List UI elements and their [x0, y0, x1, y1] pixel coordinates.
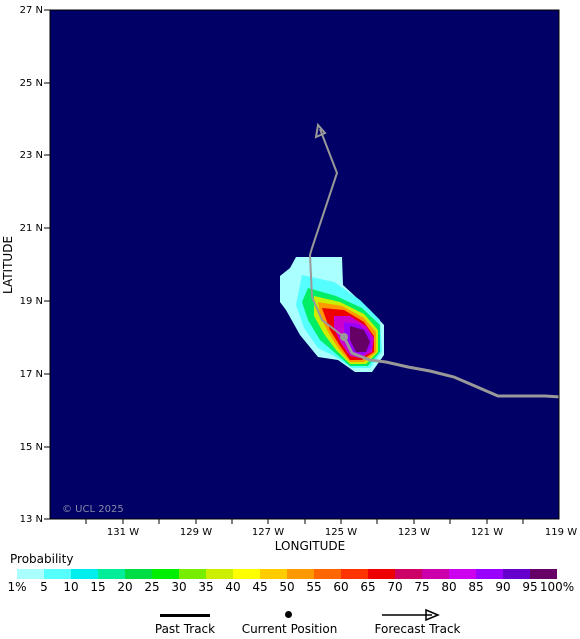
forecast-track-key: Forecast Track — [360, 608, 475, 638]
probability-map: 27 N 25 N 23 N 21 N 19 N 17 N 15 N 13 N … — [1, 5, 577, 553]
lon-label: 119 W — [545, 527, 577, 538]
past-track-label: Past Track — [154, 622, 216, 636]
forecast-track-line — [308, 128, 345, 338]
current-position-key: Current Position — [232, 608, 347, 638]
probability-legend: Probability 1% 5 10 15 20 25 30 35 40 45 50 55 60 65 7… — [0, 552, 580, 639]
color-scale-segment — [422, 569, 449, 579]
color-scale-segment — [179, 569, 206, 579]
color-scale-tick-label: 100% — [539, 580, 575, 594]
watermark: © UCL 2025 — [62, 504, 124, 515]
lat-label: 25 N — [20, 78, 43, 89]
swath-core-3 — [350, 326, 370, 352]
color-scale-ticks: 1% 5 10 15 20 25 30 35 40 45 50 55 60 65 70 75 80 85 90 95 1… — [0, 580, 580, 596]
lon-label: 123 W — [398, 527, 430, 538]
color-scale-tick-label: 30 — [171, 580, 187, 594]
lat-label: 19 N — [20, 296, 43, 307]
color-scale-segment — [98, 569, 125, 579]
lat-label: 21 N — [20, 223, 43, 234]
lat-axis: 27 N 25 N 23 N 21 N 19 N 17 N 15 N 13 N — [20, 5, 50, 525]
color-scale-segment — [152, 569, 179, 579]
x-axis-title: LONGITUDE — [275, 539, 345, 553]
color-scale-segment — [44, 569, 71, 579]
past-track-line — [342, 336, 559, 399]
past-track-symbol — [160, 614, 210, 617]
color-scale-segment — [287, 569, 314, 579]
color-scale-segment — [71, 569, 98, 579]
lon-label: 131 W — [107, 527, 139, 538]
color-scale-segment — [449, 569, 476, 579]
current-position-label: Current Position — [241, 622, 338, 636]
color-scale-tick-label: 55 — [306, 580, 322, 594]
color-scale-segment — [233, 569, 260, 579]
current-position-marker — [340, 333, 348, 341]
forecast-track-label: Forecast Track — [374, 622, 461, 636]
color-scale-segment — [530, 569, 557, 579]
lon-label: 127 W — [252, 527, 284, 538]
color-scale-tick-label: 5 — [40, 580, 48, 594]
past-track-key: Past Track — [140, 608, 230, 638]
color-scale-tick-label: 65 — [360, 580, 376, 594]
color-scale-segment — [395, 569, 422, 579]
color-scale-segment — [206, 569, 233, 579]
lon-label: 125 W — [325, 527, 357, 538]
color-scale-segment — [476, 569, 503, 579]
color-scale-tick-label: 70 — [387, 580, 403, 594]
color-scale-tick-label: 80 — [441, 580, 457, 594]
y-axis-title: LATITUDE — [1, 236, 15, 294]
lon-axis: 131 W 129 W 127 W 125 W 123 W 121 W 119 … — [85, 519, 577, 538]
color-scale-bar — [17, 569, 557, 579]
color-scale-tick-label: 85 — [468, 580, 484, 594]
lon-label: 121 W — [471, 527, 503, 538]
color-scale-tick-label: 1% — [7, 580, 27, 594]
probability-swath — [280, 257, 384, 372]
storm-track — [308, 122, 559, 399]
color-scale-tick-label: 95 — [522, 580, 538, 594]
color-scale-tick-label: 15 — [90, 580, 106, 594]
lon-label: 129 W — [180, 527, 212, 538]
map-svg: 27 N 25 N 23 N 21 N 19 N 17 N 15 N 13 N … — [1, 5, 577, 553]
lat-label: 27 N — [20, 5, 43, 16]
color-scale-tick-label: 90 — [495, 580, 511, 594]
color-scale-segment — [17, 569, 44, 579]
color-scale-segment — [368, 569, 395, 579]
color-scale-tick-label: 25 — [144, 580, 160, 594]
color-scale-tick-label: 75 — [414, 580, 430, 594]
forecast-track-symbol — [382, 608, 440, 622]
color-scale-segment — [260, 569, 287, 579]
color-scale-tick-label: 40 — [225, 580, 241, 594]
color-scale-tick-label: 60 — [333, 580, 349, 594]
color-scale-tick-label: 35 — [198, 580, 214, 594]
color-scale-segment — [341, 569, 368, 579]
legend-title: Probability — [10, 552, 74, 566]
lat-label: 17 N — [20, 369, 43, 380]
color-scale-segment — [314, 569, 341, 579]
current-position-symbol — [285, 611, 292, 618]
color-scale-tick-label: 20 — [117, 580, 133, 594]
lat-label: 13 N — [20, 514, 43, 525]
color-scale-tick-label: 50 — [279, 580, 295, 594]
lat-label: 23 N — [20, 150, 43, 161]
forecast-arrow-head — [314, 122, 327, 139]
color-scale-segment — [125, 569, 152, 579]
lat-label: 15 N — [20, 442, 43, 453]
color-scale-tick-label: 45 — [252, 580, 268, 594]
color-scale-segment — [503, 569, 530, 579]
color-scale-tick-label: 10 — [63, 580, 79, 594]
